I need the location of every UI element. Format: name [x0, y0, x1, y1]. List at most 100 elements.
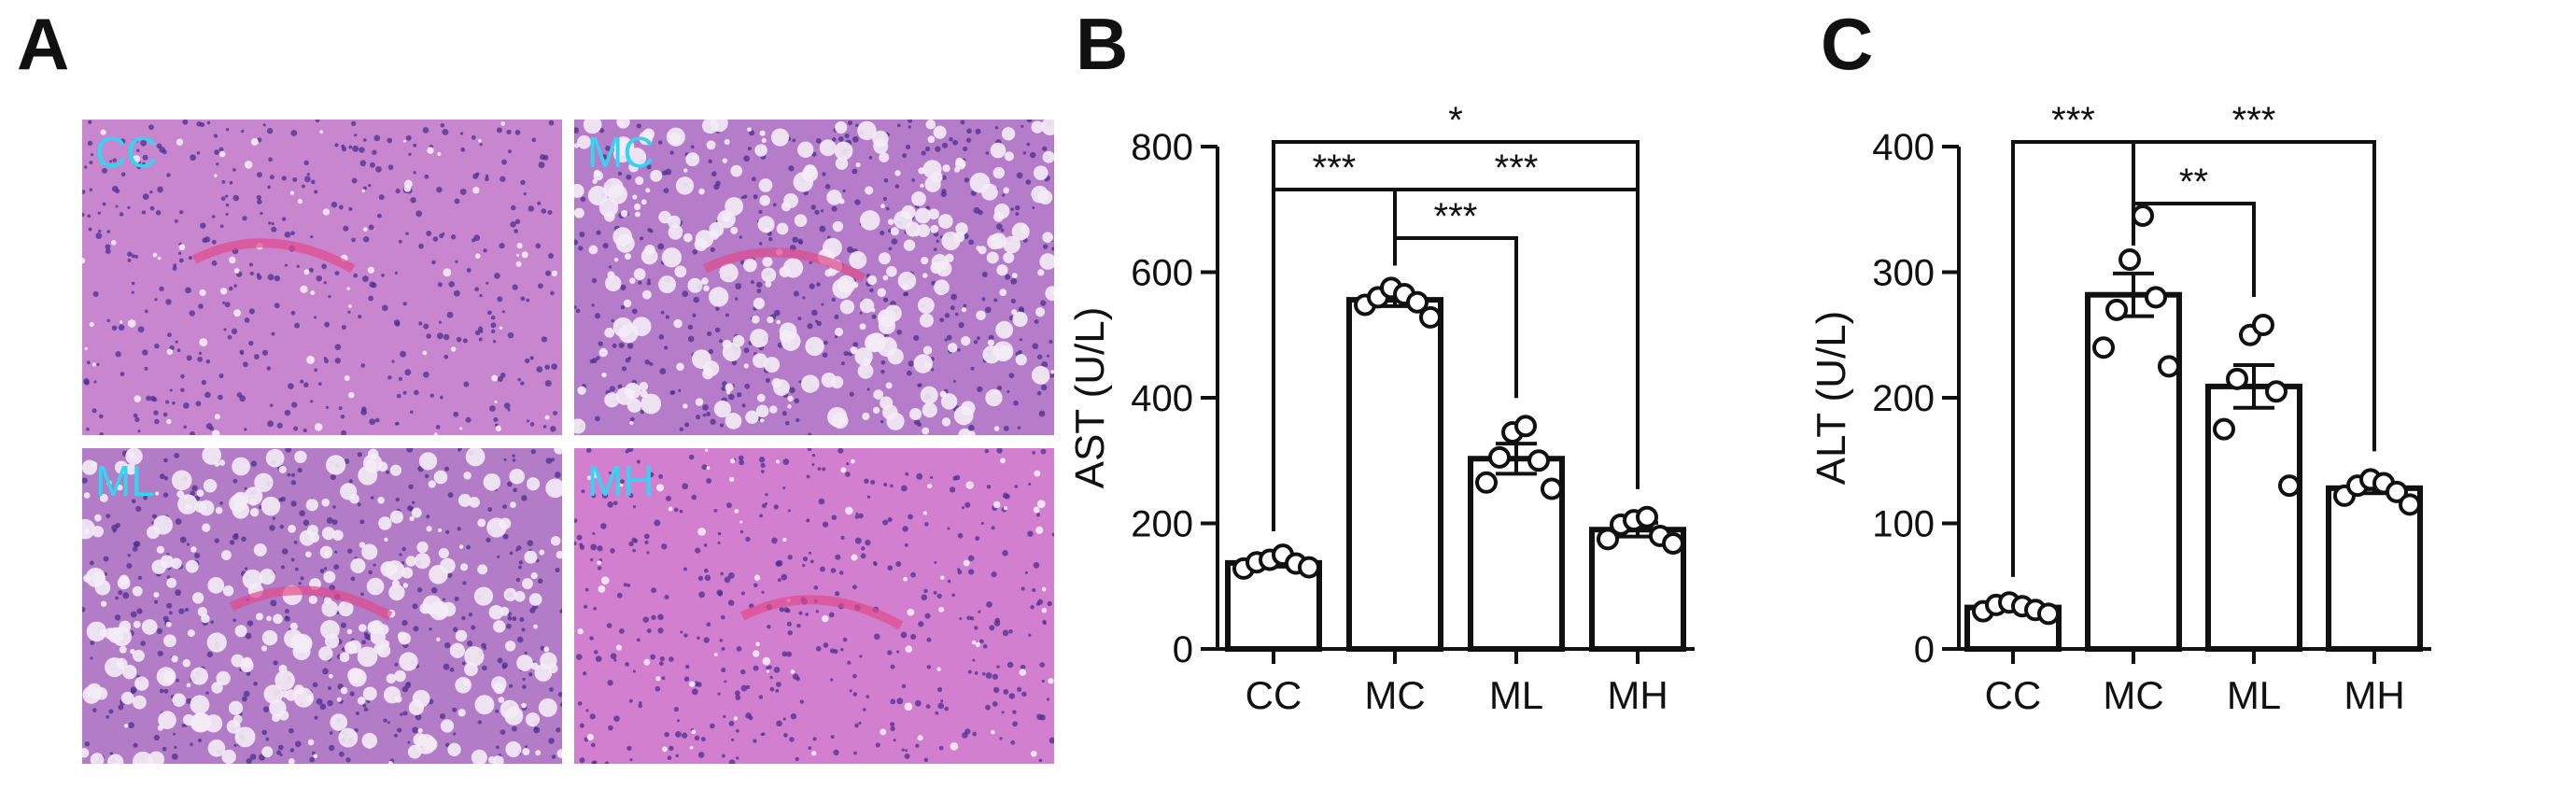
nucleus-dot [291, 472, 296, 477]
nucleus-dot [835, 554, 841, 560]
vacuole [471, 749, 487, 764]
nucleus-dot [967, 555, 975, 562]
vacuole [612, 227, 633, 247]
nucleus-dot [214, 149, 220, 155]
y-tick-label: 300 [1872, 253, 1935, 294]
nucleus-dot [842, 637, 848, 642]
nucleus-dot [162, 492, 169, 498]
nucleus-dot [436, 332, 443, 340]
nucleus-dot [988, 334, 994, 341]
vacuole [500, 121, 506, 126]
nucleus-dot [758, 695, 764, 699]
vacuole [495, 425, 502, 432]
vacuole [260, 496, 281, 516]
nucleus-dot [136, 164, 142, 170]
vacuole [285, 689, 298, 701]
nucleus-dot [1032, 451, 1036, 455]
nucleus-dot [485, 176, 489, 182]
nucleus-dot [166, 575, 171, 580]
nucleus-dot [771, 537, 778, 544]
nucleus-dot [660, 310, 665, 315]
nucleus-dot [773, 309, 781, 317]
nucleus-dot [338, 751, 345, 757]
nucleus-dot [521, 627, 526, 632]
nucleus-dot [294, 322, 301, 329]
vacuole [990, 232, 1007, 249]
nucleus-dot [333, 564, 340, 571]
vacuole [464, 646, 485, 667]
nucleus-dot [717, 531, 722, 536]
nucleus-dot [400, 712, 403, 716]
nucleus-dot [142, 349, 148, 356]
nucleus-dot [338, 406, 343, 411]
nucleus-dot [497, 375, 503, 383]
nucleus-dot [535, 243, 542, 249]
nucleus-dot [89, 161, 93, 165]
vacuole [521, 251, 528, 259]
nucleus-dot [153, 734, 160, 741]
vacuole [753, 574, 761, 581]
nucleus-dot [921, 594, 928, 601]
vacuole [616, 120, 630, 129]
vacuole [1003, 187, 1010, 194]
nucleus-dot [916, 472, 923, 480]
nucleus-dot [248, 262, 254, 267]
nucleus-dot [1042, 244, 1049, 249]
vacuole [403, 139, 407, 143]
vacuole [207, 739, 226, 757]
vacuole [332, 529, 344, 542]
nucleus-dot [811, 463, 815, 467]
nucleus-dot [882, 297, 889, 303]
vacuole [348, 391, 355, 399]
data-point [1636, 505, 1658, 528]
nucleus-dot [360, 592, 364, 597]
nucleus-dot [225, 128, 230, 132]
y-tick-label: 0 [1173, 629, 1193, 670]
nucleus-dot [1032, 343, 1039, 350]
vacuole [450, 346, 457, 352]
vacuole [669, 133, 682, 145]
nucleus-dot [446, 311, 454, 318]
nucleus-dot [178, 251, 182, 255]
vacuole [249, 507, 260, 517]
nucleus-dot [327, 699, 333, 707]
nucleus-dot [991, 526, 995, 530]
nucleus-dot [431, 260, 436, 265]
nucleus-dot [303, 519, 310, 527]
nucleus-dot [205, 359, 211, 364]
vacuole [811, 751, 817, 756]
nucleus-dot [846, 246, 853, 253]
vacuole [753, 353, 767, 369]
nucleus-dot [708, 348, 714, 355]
nucleus-dot [402, 390, 407, 395]
nucleus-dot [640, 409, 645, 415]
nucleus-dot [669, 745, 674, 752]
nucleus-dot [407, 740, 411, 744]
y-tick-label: 200 [1131, 504, 1193, 545]
nucleus-dot [404, 682, 412, 689]
nucleus-dot [593, 650, 598, 655]
nucleus-dot [786, 621, 792, 627]
nucleus-dot [487, 507, 493, 512]
nucleus-dot [957, 570, 963, 575]
vacuole [996, 264, 1008, 276]
vacuole [887, 218, 894, 225]
y-tick-label: 600 [1131, 253, 1193, 294]
nucleus-dot [788, 387, 795, 394]
nucleus-dot [816, 320, 822, 327]
nucleus-dot [758, 209, 763, 214]
vacuole [120, 320, 123, 324]
nucleus-dot [295, 567, 299, 571]
nucleus-dot [496, 127, 502, 134]
nucleus-dot [376, 213, 382, 218]
vacuole [782, 258, 804, 278]
nucleus-dot [536, 366, 543, 373]
nucleus-dot [415, 713, 422, 721]
vacuole [805, 336, 824, 357]
nucleus-dot [1030, 605, 1035, 610]
vacuole [528, 593, 542, 606]
vacuole [955, 159, 966, 170]
vacuole [890, 227, 899, 236]
nucleus-dot [785, 608, 791, 613]
vacuole [624, 253, 631, 261]
